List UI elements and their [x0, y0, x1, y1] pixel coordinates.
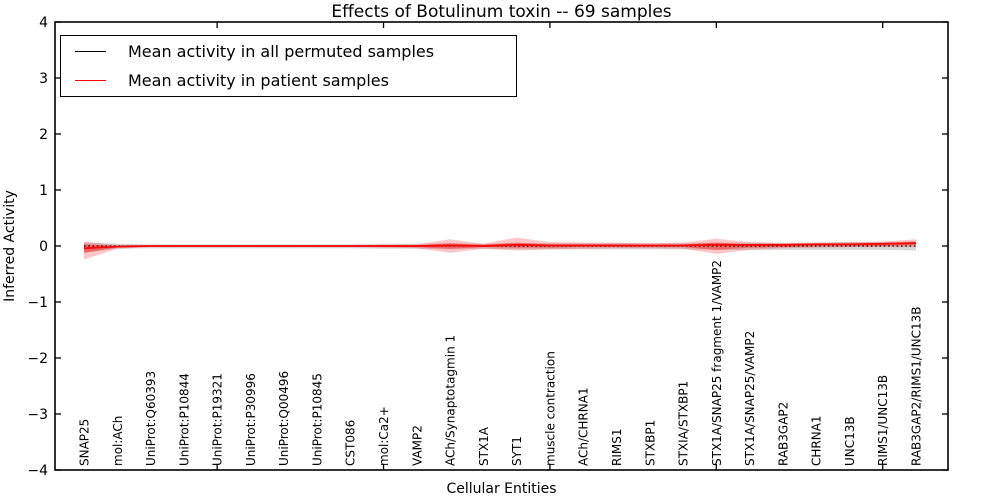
x-category-label: CHRNA1: [810, 415, 824, 466]
y-tick-label: 2: [39, 127, 48, 143]
x-category-label: mol:Ca2+: [377, 406, 391, 466]
x-category-label: UniProt:P30996: [244, 373, 258, 466]
x-category-label: UniProt:Q00496: [277, 371, 291, 466]
chart-title: Effects of Botulinum toxin -- 69 samples: [331, 2, 672, 22]
mean-activity-in-patient-samples-line: [83, 242, 917, 250]
x-category-label: mol:ACh: [111, 416, 125, 466]
x-category-label: SNAP25: [78, 419, 92, 466]
x-category-label: STXBP1: [643, 420, 657, 466]
x-category-label: RAB3GAP2: [776, 402, 790, 466]
y-tick-label: 4: [39, 15, 48, 31]
y-tick-label: −2: [27, 351, 48, 367]
x-category-label: SYT1: [510, 436, 524, 466]
y-tick-label: −4: [27, 463, 48, 479]
x-category-label: muscle contraction: [543, 351, 557, 466]
x-category-label: RIMS1/UNC13B: [876, 375, 890, 466]
x-axis-label: Cellular Entities: [446, 481, 557, 497]
legend-label-permuted: Mean activity in all permuted samples: [128, 41, 435, 61]
x-category-label: UniProt:P19321: [211, 373, 225, 466]
x-category-label: UniProt:P10844: [177, 373, 191, 466]
y-tick-label: 0: [39, 239, 48, 255]
y-tick-label: 1: [39, 183, 48, 199]
legend: Mean activity in all permuted samples Me…: [60, 35, 517, 97]
x-category-label: UniProt:P10845: [310, 373, 324, 466]
x-category-label: VAMP2: [410, 425, 424, 466]
x-category-label: STX1A/SNAP25 fragment 1/VAMP2: [710, 260, 724, 466]
x-category-label: RAB3GAP2/RIMS1/UNC13B: [910, 306, 924, 466]
x-category-label: STXIA/STXBP1: [677, 381, 691, 466]
permuted-line-sample: [75, 50, 106, 52]
legend-label-patient: Mean activity in patient samples: [128, 71, 389, 91]
x-category-label: UNC13B: [843, 416, 857, 466]
legend-entry-patient: Mean activity in patient samples: [61, 66, 516, 95]
y-axis-label: Inferred Activity: [2, 190, 18, 302]
legend-entry-permuted: Mean activity in all permuted samples: [61, 37, 516, 66]
patient-line-sample: [75, 80, 106, 82]
y-tick-label: 3: [39, 71, 48, 87]
x-category-label: RIMS1: [610, 429, 624, 466]
x-category-label: UniProt:Q60393: [144, 371, 158, 466]
x-category-label: STX1A/SNAP25/VAMP2: [743, 331, 757, 466]
x-category-label: CST086: [344, 420, 358, 466]
x-category-label: ACh/Synaptotagmin 1: [444, 335, 458, 466]
x-category-label: STX1A: [477, 426, 491, 466]
x-category-label: ACh/CHRNA1: [577, 387, 591, 466]
y-tick-label: −3: [27, 407, 48, 423]
patient-samples-range-outer-band: [84, 237, 916, 260]
y-tick-label: −1: [27, 295, 48, 311]
